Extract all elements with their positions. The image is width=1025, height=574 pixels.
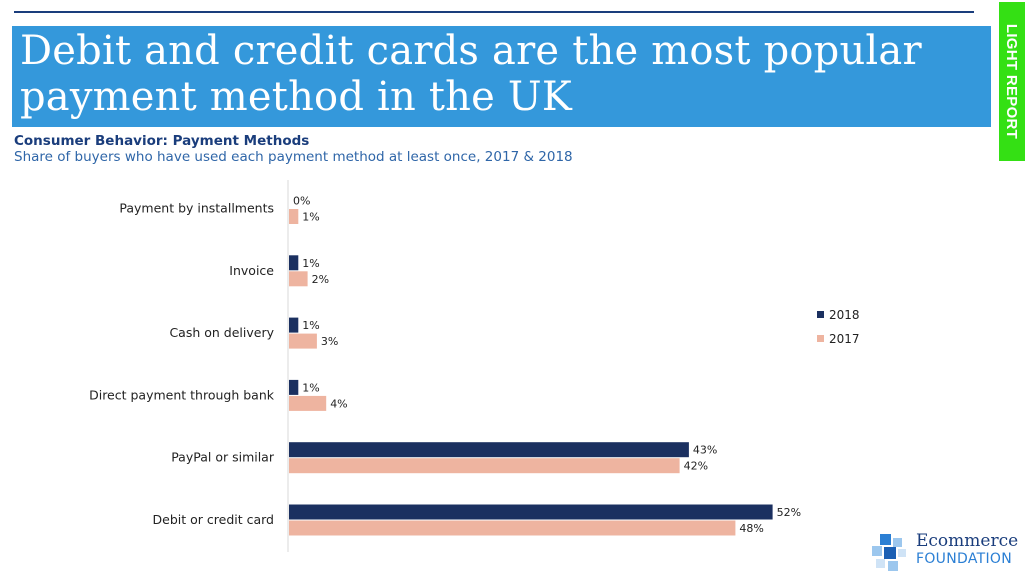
category-label: Invoice bbox=[229, 263, 274, 278]
bar-2017 bbox=[289, 458, 680, 474]
data-label: 3% bbox=[321, 335, 338, 348]
bar-2018 bbox=[289, 442, 689, 458]
data-label: 1% bbox=[302, 211, 319, 224]
legend-label: 2018 bbox=[829, 308, 860, 322]
data-label: 42% bbox=[684, 460, 708, 473]
data-label: 2% bbox=[312, 273, 329, 286]
category-label: Payment by installments bbox=[119, 201, 274, 216]
data-label: 4% bbox=[330, 397, 347, 410]
logo-line1: Ecommerce bbox=[916, 531, 1019, 551]
category-label: Direct payment through bank bbox=[89, 387, 275, 402]
bar-2017 bbox=[289, 395, 327, 411]
category-label: Debit or credit card bbox=[153, 512, 274, 527]
legend-label: 2017 bbox=[829, 332, 860, 346]
bar-2017 bbox=[289, 520, 736, 536]
data-label: 1% bbox=[302, 381, 319, 394]
data-label: 0% bbox=[293, 195, 310, 208]
data-label: 1% bbox=[302, 319, 319, 332]
chart-subtitle: Consumer Behavior: Payment Methods bbox=[14, 133, 310, 149]
bar-2018 bbox=[289, 504, 773, 520]
bar-2018 bbox=[289, 379, 299, 395]
data-label: 43% bbox=[693, 444, 717, 457]
category-label: Cash on delivery bbox=[169, 325, 274, 340]
chart-description: Share of buyers who have used each payme… bbox=[14, 149, 573, 165]
legend-swatch-2018 bbox=[817, 311, 824, 318]
data-label: 48% bbox=[739, 522, 763, 535]
data-label: 52% bbox=[777, 506, 801, 519]
ecommerce-foundation-logo: Ecommerce FOUNDATION bbox=[866, 528, 1021, 572]
light-report-tab[interactable]: LIGHT REPORT bbox=[997, 0, 1025, 163]
bar-2017 bbox=[289, 333, 317, 349]
bar-2018 bbox=[289, 317, 299, 333]
logo-line2: FOUNDATION bbox=[916, 551, 1012, 567]
top-rule bbox=[14, 11, 974, 13]
page-title: Debit and credit cards are the most popu… bbox=[20, 28, 922, 120]
cubes-logo-icon bbox=[872, 534, 906, 571]
bar-2017 bbox=[289, 209, 299, 224]
category-label: PayPal or similar bbox=[171, 450, 275, 465]
legend-swatch-2017 bbox=[817, 335, 824, 342]
data-label: 1% bbox=[302, 257, 319, 270]
title-banner: Debit and credit cards are the most popu… bbox=[12, 26, 991, 127]
bar-2018 bbox=[289, 255, 299, 271]
bar-2017 bbox=[289, 271, 308, 287]
